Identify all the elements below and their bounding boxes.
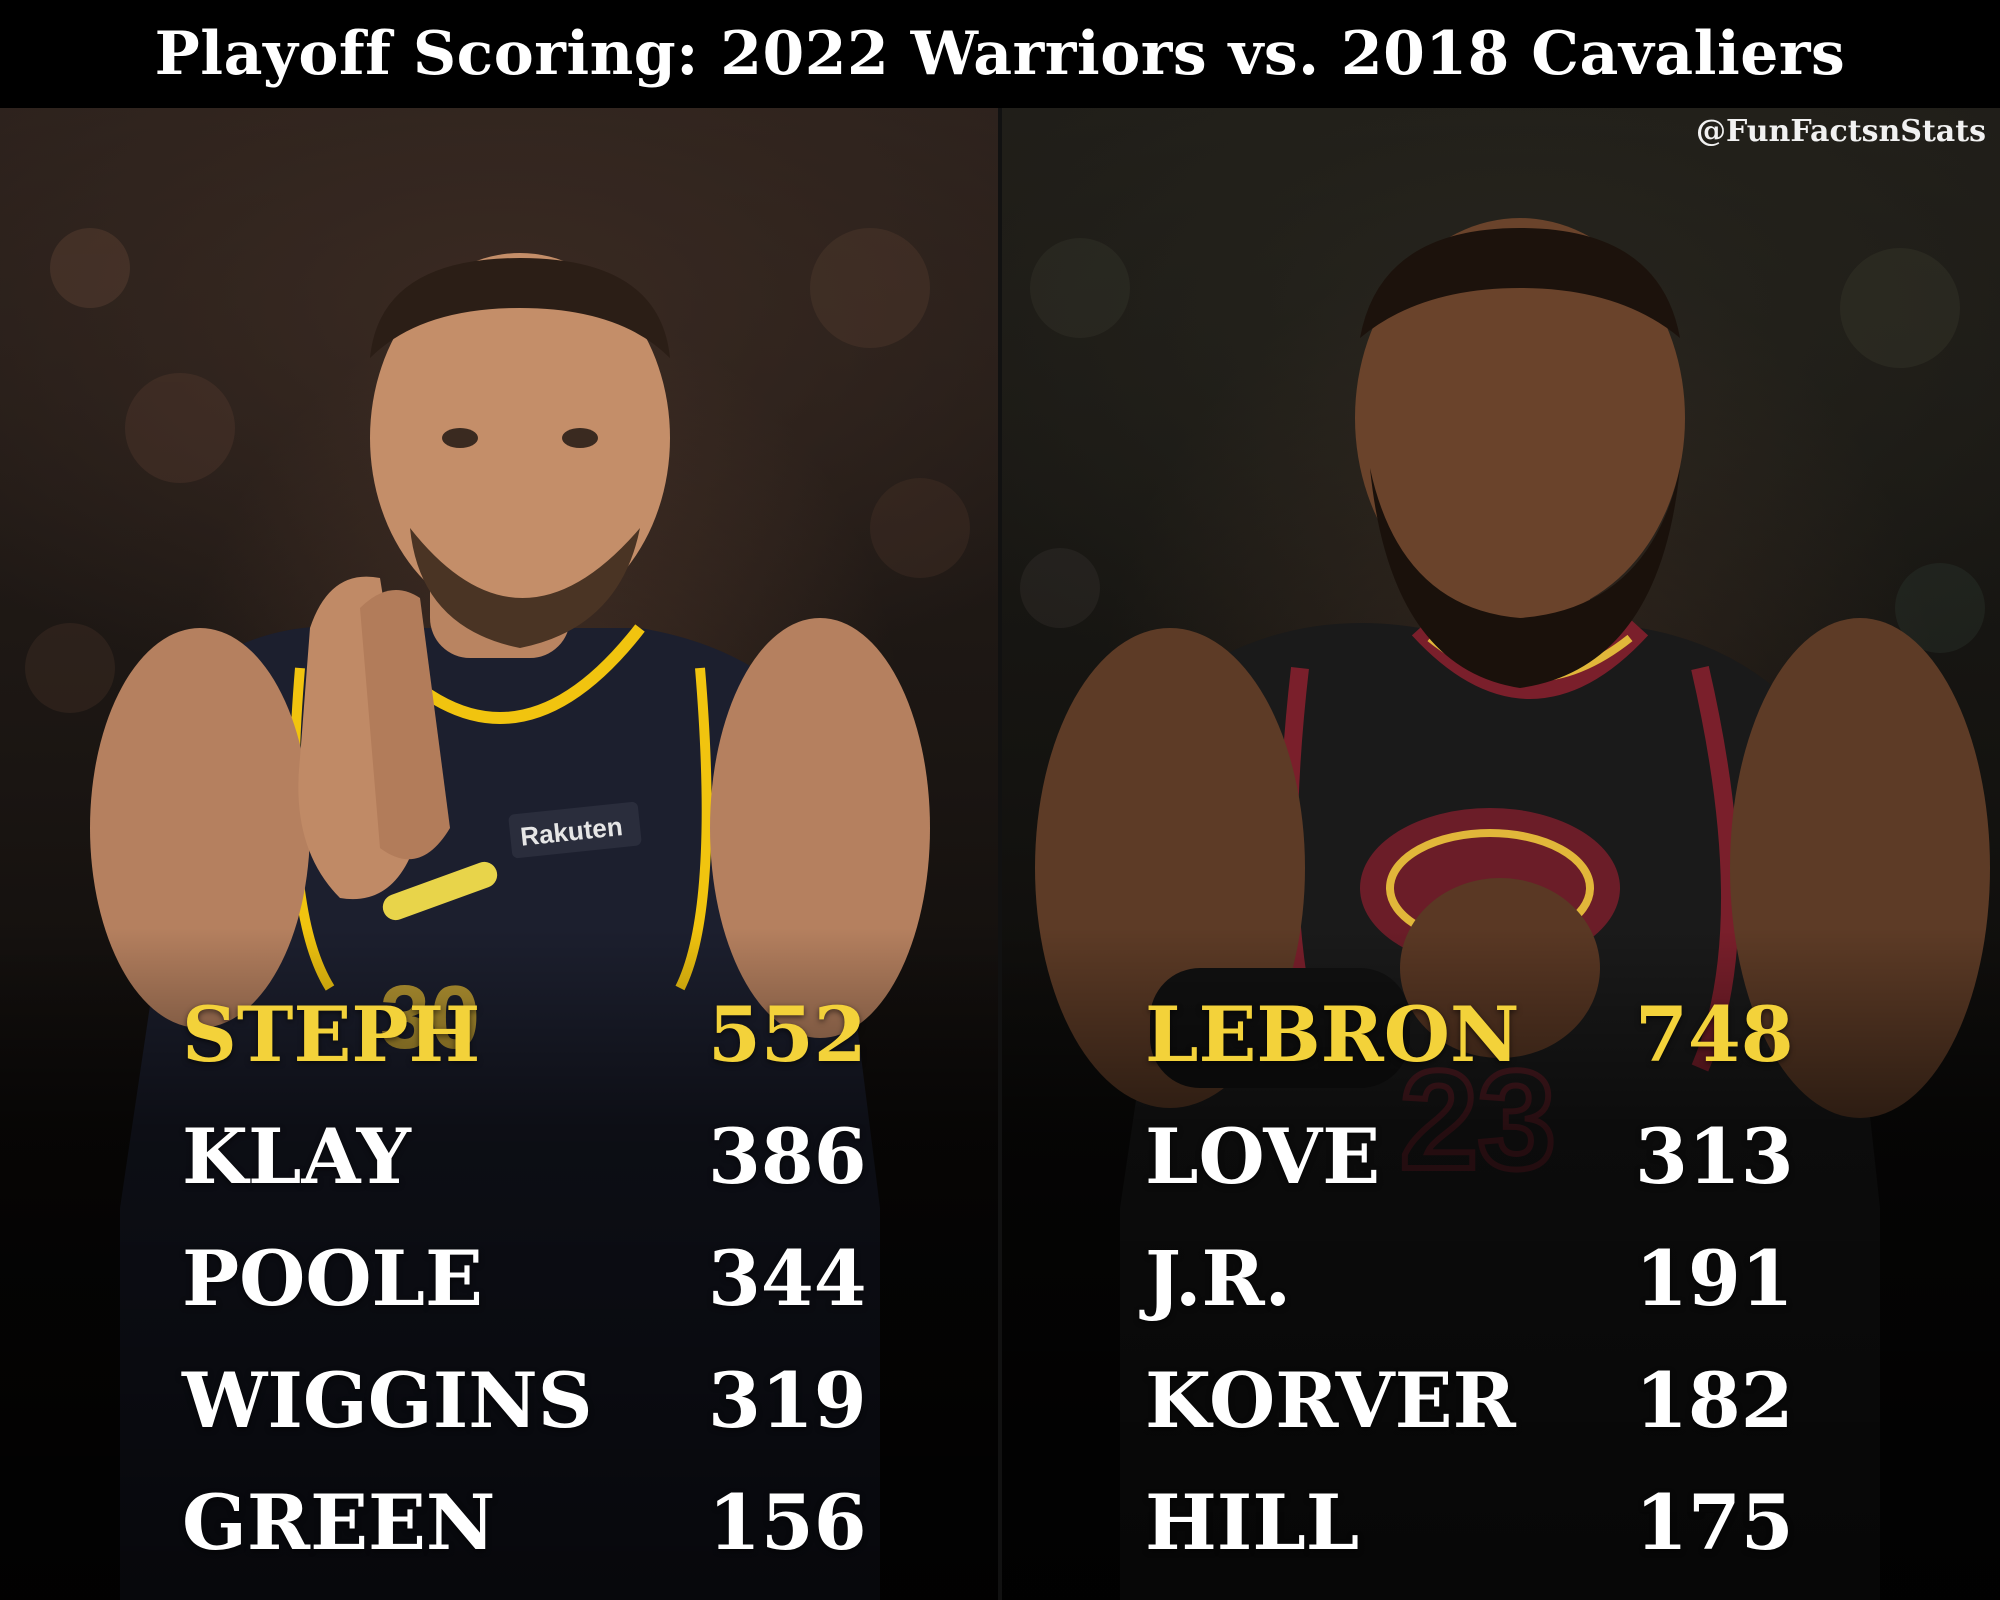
player-points: 319 [708,1356,867,1445]
list-item: KORVER 182 [1145,1351,1845,1473]
list-item: KLAY 386 [182,1107,882,1229]
list-item: WIGGINS 319 [182,1351,882,1473]
player-points: 156 [708,1478,867,1567]
list-item: POOLE 344 [182,1229,882,1351]
player-name: STEPH [182,990,481,1079]
list-item: J.R. 191 [1145,1229,1845,1351]
warriors-stats-list: STEPH 552 KLAY 386 POOLE 344 WIGGINS 319… [182,985,882,1595]
list-item: LEBRON 748 [1145,985,1845,1107]
list-item: STEPH 552 [182,985,882,1107]
player-name: LEBRON [1145,990,1520,1079]
crowd-background-right [1020,238,1985,653]
stats-shade-right [1000,928,2000,1600]
player-points: 175 [1635,1478,1794,1567]
player-name: LOVE [1145,1112,1381,1201]
player-name: J.R. [1145,1234,1292,1323]
player-points: 386 [708,1112,867,1201]
player-points: 182 [1635,1356,1794,1445]
list-item: HILL 175 [1145,1473,1845,1595]
player-points: 344 [708,1234,867,1323]
player-name: POOLE [182,1234,483,1323]
player-points: 191 [1635,1234,1794,1323]
cavaliers-panel: 23 [1000,108,2000,1600]
player-name: GREEN [182,1478,496,1567]
cavaliers-stats-list: LEBRON 748 LOVE 313 J.R. 191 KORVER 182 … [1145,985,1845,1595]
watermark: @FunFactsnStats [1695,114,1986,149]
stats-shade [0,928,1000,1600]
player-name: HILL [1145,1478,1360,1567]
list-item: GREEN 156 [182,1473,882,1595]
list-item: LOVE 313 [1145,1107,1845,1229]
player-points: 552 [708,990,867,1079]
panel-divider [998,108,1002,1600]
page-title: Playoff Scoring: 2022 Warriors vs. 2018 … [0,0,2000,108]
warriors-panel: Rakuten 30 [0,108,1000,1600]
player-name: KLAY [182,1112,411,1201]
player-points: 313 [1635,1112,1794,1201]
player-name: WIGGINS [182,1356,593,1445]
player-points: 748 [1635,990,1794,1079]
player-name: KORVER [1145,1356,1516,1445]
